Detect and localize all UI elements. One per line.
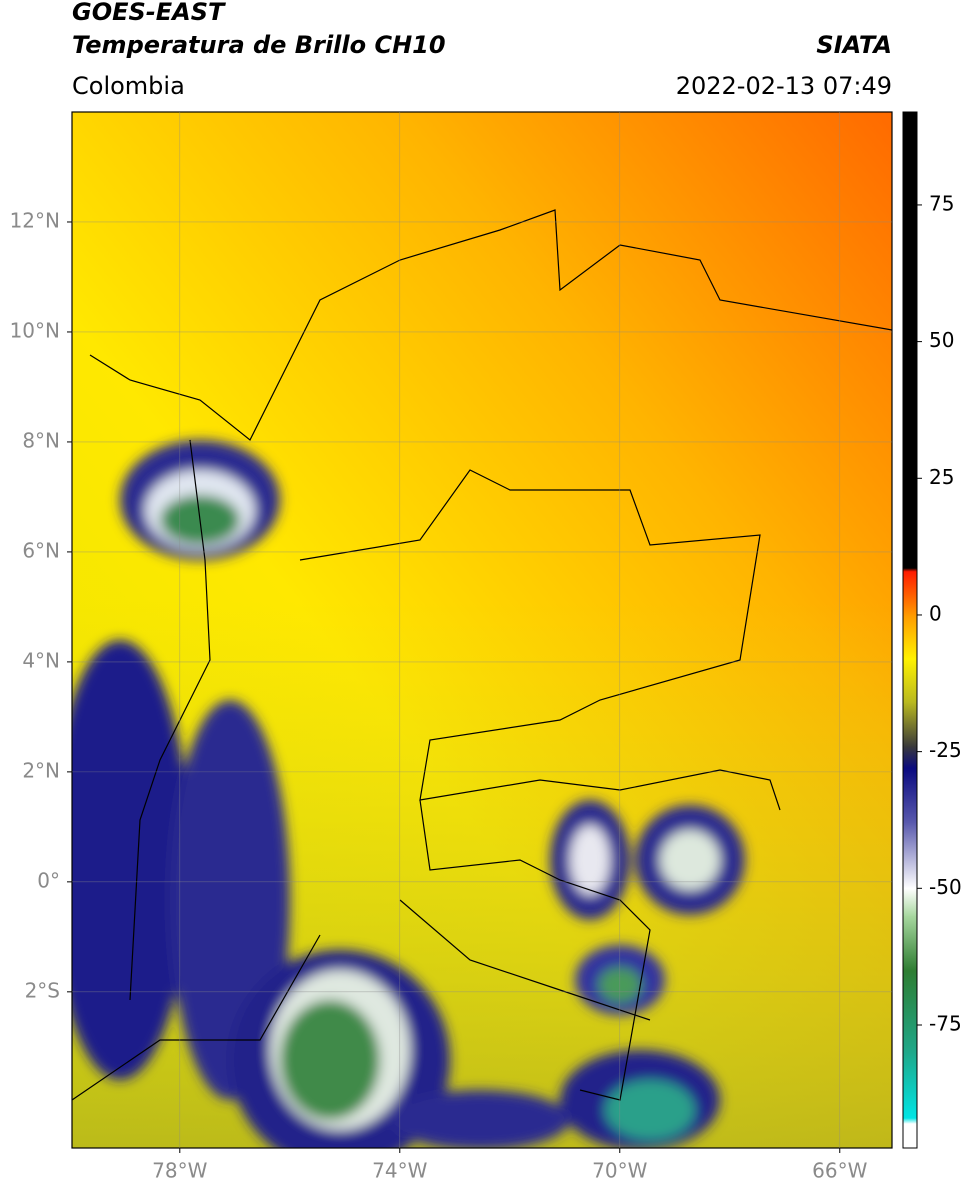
colorbar-tick-label: 0 bbox=[929, 601, 942, 625]
source-label: SIATA bbox=[816, 31, 892, 59]
colorbar-segment bbox=[903, 658, 917, 703]
colorbar-segment bbox=[903, 888, 917, 917]
colorbar-segment bbox=[903, 746, 917, 769]
satellite-title: GOES-EAST bbox=[72, 0, 226, 26]
colorbar-tick-label: -25 bbox=[929, 738, 962, 762]
datetime-label: 2022-02-13 07:49 bbox=[676, 72, 892, 100]
lat-tick-label: 4°N bbox=[22, 648, 60, 672]
colorbar-segment bbox=[903, 567, 917, 572]
colorbar-segment bbox=[903, 1123, 917, 1149]
colorbar-tick-label: 75 bbox=[929, 191, 954, 215]
lon-tick-label: 78°W bbox=[152, 1159, 207, 1183]
satellite-image bbox=[72, 112, 892, 1148]
colorbar-segment bbox=[903, 1052, 917, 1119]
colorbar-frame bbox=[902, 111, 918, 1149]
colorbar-tick-label: -50 bbox=[929, 875, 962, 899]
colorbar-segment bbox=[903, 1117, 917, 1124]
lat-tick-label: 2°N bbox=[22, 758, 60, 782]
lon-tick-label: 70°W bbox=[592, 1159, 647, 1183]
colorbar-segment bbox=[903, 614, 917, 660]
region-label: Colombia bbox=[72, 72, 185, 100]
colorbar-segment bbox=[903, 571, 917, 616]
colorbar-tick-label: 50 bbox=[929, 328, 954, 352]
colorbar-segment bbox=[903, 822, 917, 889]
colorbar-tick-label: -75 bbox=[929, 1011, 962, 1035]
colorbar-segment bbox=[903, 915, 917, 971]
colorbar-segment bbox=[903, 702, 917, 747]
lat-tick-label: 10°N bbox=[10, 318, 60, 342]
lat-tick-label: 2°S bbox=[25, 978, 60, 1002]
lon-tick-label: 66°W bbox=[812, 1159, 867, 1183]
lat-tick-label: 0° bbox=[37, 868, 60, 892]
lon-tick-label: 74°W bbox=[372, 1159, 427, 1183]
lat-tick-label: 8°N bbox=[22, 428, 60, 452]
colorbar-tick-label: 25 bbox=[929, 465, 954, 489]
lat-tick-label: 6°N bbox=[22, 538, 60, 562]
product-title: Temperatura de Brillo CH10 bbox=[72, 31, 446, 59]
colorbar-segment bbox=[903, 970, 917, 1053]
lat-tick-label: 12°N bbox=[10, 208, 60, 232]
colorbar-segment bbox=[903, 112, 917, 569]
map-frame bbox=[71, 111, 893, 1149]
colorbar-segment bbox=[903, 768, 917, 824]
